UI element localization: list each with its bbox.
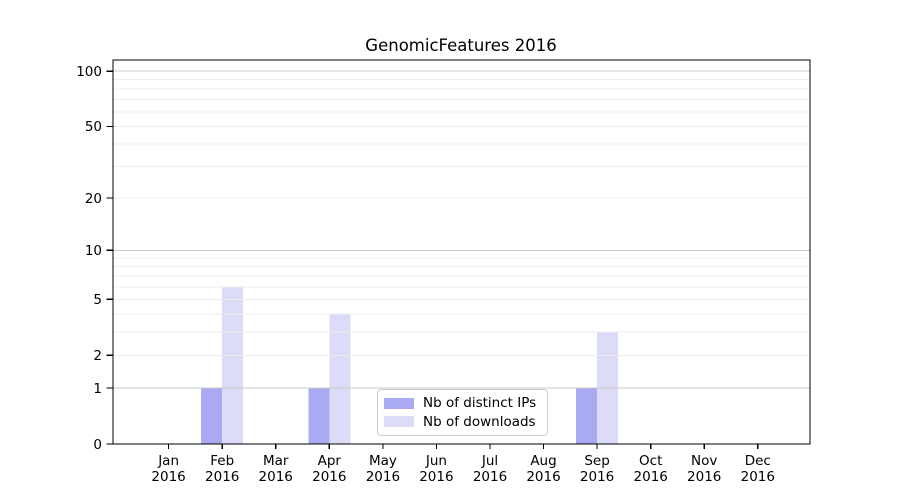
x-tick-year-apr: 2016 (312, 469, 346, 485)
legend-label-downloads: Nb of downloads (423, 413, 536, 430)
y-tick-label-2: 2 (93, 348, 102, 364)
chart-title: GenomicFeatures 2016 (365, 36, 556, 55)
legend-item-distinct-ips: Nb of distinct IPs (384, 394, 547, 411)
x-tick-year-feb: 2016 (205, 469, 239, 485)
x-tick-label-aug: Aug (530, 453, 556, 469)
bar-feb-series0 (201, 388, 223, 444)
x-tick-year-sep: 2016 (580, 469, 614, 485)
x-tick-label-jun: Jun (425, 453, 447, 469)
legend-item-downloads: Nb of downloads (384, 413, 547, 430)
legend-swatch-downloads (384, 416, 414, 428)
legend-swatch-distinct-ips (384, 397, 414, 409)
x-tick-year-oct: 2016 (634, 469, 668, 485)
x-tick-year-nov: 2016 (687, 469, 721, 485)
y-tick-label-0: 0 (93, 437, 102, 453)
y-tick-label-50: 50 (85, 119, 102, 135)
bar-sep-series0 (576, 388, 598, 444)
bar-apr-series0 (308, 388, 330, 444)
x-tick-label-dec: Dec (745, 453, 771, 469)
y-tick-label-5: 5 (93, 292, 102, 308)
y-tick-label-10: 10 (85, 243, 102, 259)
legend: Nb of distinct IPs Nb of downloads (377, 389, 548, 436)
x-tick-year-dec: 2016 (741, 469, 775, 485)
x-tick-label-may: May (369, 453, 397, 469)
x-tick-year-jul: 2016 (473, 469, 507, 485)
x-tick-year-aug: 2016 (526, 469, 560, 485)
bar-feb-series1 (222, 286, 244, 444)
bar-apr-series1 (329, 314, 351, 444)
x-tick-label-feb: Feb (210, 453, 234, 469)
x-tick-label-mar: Mar (263, 453, 289, 469)
y-tick-label-20: 20 (85, 191, 102, 207)
major-gridlines (113, 70, 810, 389)
y-tick-label-1: 1 (93, 381, 102, 397)
x-tick-label-oct: Oct (639, 453, 662, 469)
plot-frame (112, 59, 811, 445)
x-tick-year-mar: 2016 (259, 469, 293, 485)
x-tick-label-jul: Jul (481, 453, 498, 469)
x-tick-year-jan: 2016 (151, 469, 185, 485)
x-tick-year-may: 2016 (366, 469, 400, 485)
minor-gridlines (113, 79, 810, 356)
x-tick-label-sep: Sep (584, 453, 609, 469)
x-tick-label-jan: Jan (157, 453, 179, 469)
legend-label-distinct-ips: Nb of distinct IPs (423, 394, 537, 411)
y-tick-label-100: 100 (76, 64, 102, 80)
y-axis-ticks: 0 1 2 5 10 20 50 100 (76, 64, 113, 453)
x-axis-ticks: Jan2016Feb2016Mar2016Apr2016May2016Jun20… (151, 444, 775, 485)
x-tick-label-nov: Nov (691, 453, 717, 469)
x-tick-year-jun: 2016 (419, 469, 453, 485)
x-tick-label-apr: Apr (318, 453, 342, 469)
